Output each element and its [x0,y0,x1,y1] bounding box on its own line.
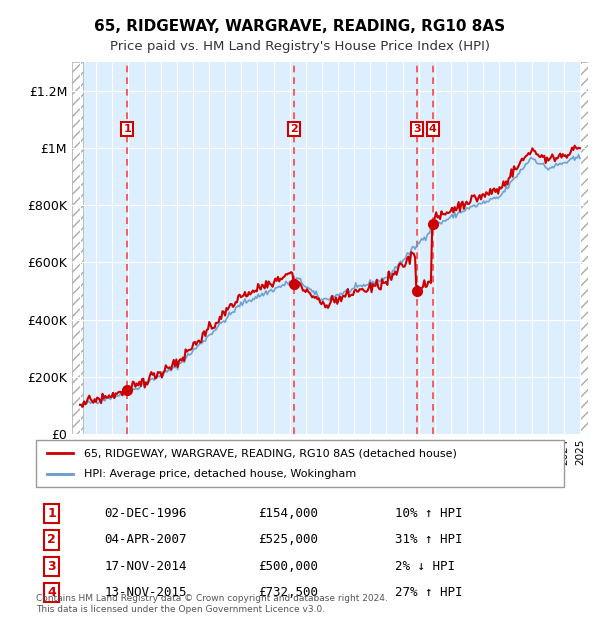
Text: 2% ↓ HPI: 2% ↓ HPI [395,560,455,573]
Text: HPI: Average price, detached house, Wokingham: HPI: Average price, detached house, Woki… [83,469,356,479]
Text: £732,500: £732,500 [258,586,318,599]
Text: 4: 4 [429,124,437,134]
Text: 4: 4 [47,586,56,599]
Text: 27% ↑ HPI: 27% ↑ HPI [395,586,463,599]
Text: 04-APR-2007: 04-APR-2007 [104,533,187,546]
Text: 13-NOV-2015: 13-NOV-2015 [104,586,187,599]
Text: £154,000: £154,000 [258,507,318,520]
Text: 2: 2 [290,124,298,134]
Text: 1: 1 [123,124,131,134]
Text: 3: 3 [413,124,421,134]
Text: 2: 2 [47,533,56,546]
Text: Price paid vs. HM Land Registry's House Price Index (HPI): Price paid vs. HM Land Registry's House … [110,40,490,53]
Text: Contains HM Land Registry data © Crown copyright and database right 2024.
This d: Contains HM Land Registry data © Crown c… [36,595,388,614]
Text: 1: 1 [47,507,56,520]
Bar [580,62,588,434]
Text: 65, RIDGEWAY, WARGRAVE, READING, RG10 8AS: 65, RIDGEWAY, WARGRAVE, READING, RG10 8A… [94,19,506,33]
Text: £525,000: £525,000 [258,533,318,546]
FancyBboxPatch shape [36,440,564,487]
Text: 3: 3 [47,560,56,573]
Text: £500,000: £500,000 [258,560,318,573]
Text: 10% ↑ HPI: 10% ↑ HPI [395,507,463,520]
Text: 17-NOV-2014: 17-NOV-2014 [104,560,187,573]
Bar [72,62,83,434]
Text: 02-DEC-1996: 02-DEC-1996 [104,507,187,520]
Text: 31% ↑ HPI: 31% ↑ HPI [395,533,463,546]
Text: 65, RIDGEWAY, WARGRAVE, READING, RG10 8AS (detached house): 65, RIDGEWAY, WARGRAVE, READING, RG10 8A… [83,448,457,458]
